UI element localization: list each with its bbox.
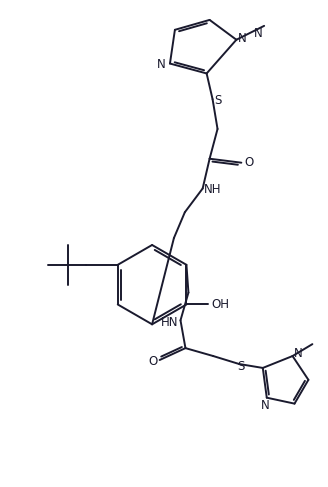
Text: N: N — [294, 347, 303, 359]
Text: O: O — [245, 156, 254, 169]
Text: N: N — [238, 32, 247, 45]
Text: N: N — [254, 27, 263, 40]
Text: O: O — [148, 356, 157, 369]
Text: S: S — [237, 360, 245, 374]
Text: HN: HN — [161, 316, 178, 329]
Text: N: N — [157, 58, 165, 71]
Text: S: S — [214, 94, 221, 107]
Text: OH: OH — [211, 298, 229, 311]
Text: NH: NH — [204, 183, 221, 196]
Text: N: N — [260, 399, 269, 412]
